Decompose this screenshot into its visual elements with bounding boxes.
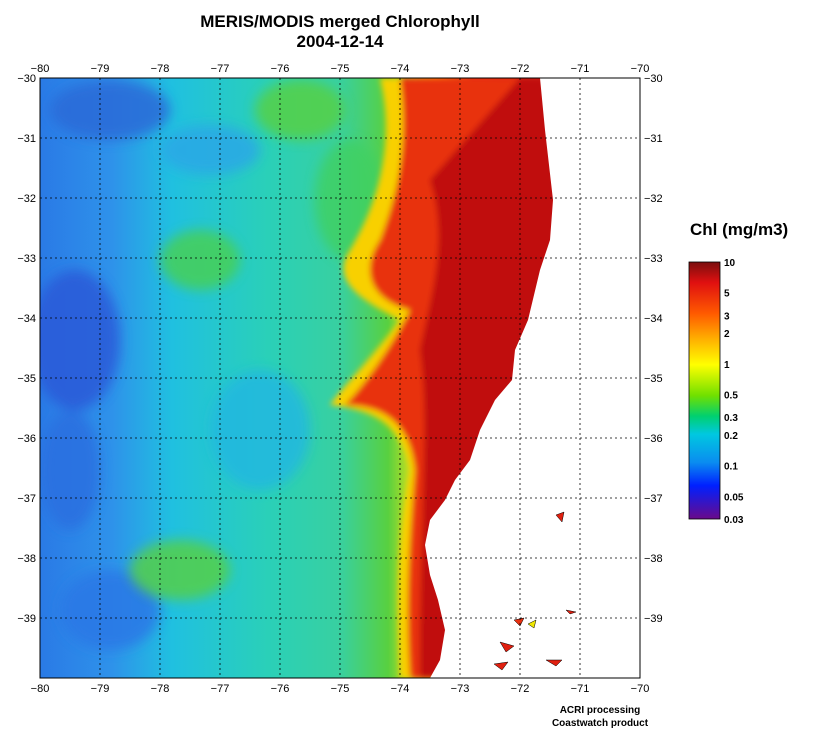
lat-tick-label-left: −32 <box>17 193 36 205</box>
colorbar-tick-label: 2 <box>724 329 730 340</box>
graticule <box>40 78 640 678</box>
lat-tick-label-right: −36 <box>644 433 663 445</box>
credit-processing: ACRI processing <box>559 705 641 716</box>
colorbar-tick-label: 0.5 <box>724 391 738 402</box>
lon-tick-label-top: −77 <box>211 63 230 75</box>
lon-tick-label-bottom: −73 <box>451 683 470 695</box>
colorbar-tick-label: 0.1 <box>724 462 738 473</box>
axis-ticks: −80 −80 −79 −79 −78 −78 −77 −77 −76 −76 −75 −75 −74 −… <box>17 63 662 695</box>
lat-tick-label-left: −34 <box>17 313 36 325</box>
lon-tick-label-bottom: −75 <box>331 683 350 695</box>
colorbar-tick-label: 0.3 <box>724 413 738 424</box>
colorbar-tick-label: 3 <box>724 311 730 322</box>
lat-tick-label-left: −35 <box>17 373 36 385</box>
lat-tick-label-left: −33 <box>17 253 36 265</box>
lon-tick-label-top: −78 <box>151 63 170 75</box>
lon-tick-label-bottom: −76 <box>271 683 290 695</box>
lon-tick-label-bottom: −74 <box>391 683 410 695</box>
lat-tick-label-right: −39 <box>644 613 663 625</box>
lon-tick-label-bottom: −78 <box>151 683 170 695</box>
lon-tick-label-bottom: −79 <box>91 683 110 695</box>
lon-tick-label-top: −76 <box>271 63 290 75</box>
lat-tick-label-right: −32 <box>644 193 663 205</box>
lat-tick-label-left: −37 <box>17 493 36 505</box>
lon-tick-label-top: −74 <box>391 63 410 75</box>
lat-tick-label-right: −34 <box>644 313 663 325</box>
colorbar-labels: 10 5 3 2 1 0.5 0.3 0.2 0.1 0.05 0.03 <box>724 258 744 526</box>
lat-tick-label-left: −38 <box>17 553 36 565</box>
lon-tick-label-top: −71 <box>571 63 590 75</box>
lat-tick-label-right: −30 <box>644 73 663 85</box>
lat-tick-label-right: −33 <box>644 253 663 265</box>
lat-tick-label-left: −36 <box>17 433 36 445</box>
colorbar-title: Chl (mg/m3) <box>690 220 789 239</box>
map-frame <box>39 77 641 679</box>
lat-tick-label-left: −39 <box>17 613 36 625</box>
lon-tick-label-bottom: −72 <box>511 683 530 695</box>
map-title: MERIS/MODIS merged Chlorophyll <box>200 12 480 31</box>
lat-tick-label-right: −31 <box>644 133 663 145</box>
lon-tick-label-top: −72 <box>511 63 530 75</box>
lat-tick-label-left: −30 <box>17 73 36 85</box>
lat-tick-label-right: −38 <box>644 553 663 565</box>
lat-tick-label-right: −35 <box>644 373 663 385</box>
colorbar-tick-label: 0.05 <box>724 492 744 503</box>
lon-tick-label-top: −79 <box>91 63 110 75</box>
map-date: 2004-12-14 <box>296 32 384 51</box>
colorbar-tick-label: 0.2 <box>724 431 738 442</box>
lon-tick-label-top: −75 <box>331 63 350 75</box>
colorbar-tick-label: 1 <box>724 360 730 371</box>
colorbar-tick-label: 5 <box>724 289 730 300</box>
colorbar-tick-label: 0.03 <box>724 515 744 526</box>
lon-tick-label-bottom: −80 <box>31 683 50 695</box>
lon-tick-label-top: −80 <box>31 63 50 75</box>
lon-tick-label-bottom: −71 <box>571 683 590 695</box>
credit-product: Coastwatch product <box>551 718 649 729</box>
lat-tick-label-left: −31 <box>17 133 36 145</box>
lat-tick-label-right: −37 <box>644 493 663 505</box>
colorbar <box>688 261 721 520</box>
lon-tick-label-bottom: −77 <box>211 683 230 695</box>
lon-tick-label-bottom: −70 <box>631 683 650 695</box>
lon-tick-label-top: −70 <box>631 63 650 75</box>
inland-lakes <box>493 511 577 671</box>
colorbar-tick-label: 10 <box>724 258 736 269</box>
lon-tick-label-top: −73 <box>451 63 470 75</box>
